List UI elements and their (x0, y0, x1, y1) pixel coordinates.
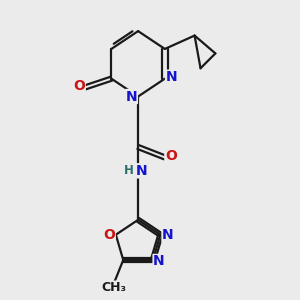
Text: CH₃: CH₃ (102, 281, 127, 294)
Text: O: O (73, 79, 85, 93)
Text: N: N (136, 164, 148, 178)
Text: O: O (165, 149, 177, 163)
Text: O: O (103, 228, 115, 242)
Text: N: N (162, 228, 174, 242)
Text: N: N (126, 89, 137, 103)
Text: N: N (153, 254, 165, 268)
Text: N: N (166, 70, 177, 84)
Text: H: H (124, 164, 134, 177)
